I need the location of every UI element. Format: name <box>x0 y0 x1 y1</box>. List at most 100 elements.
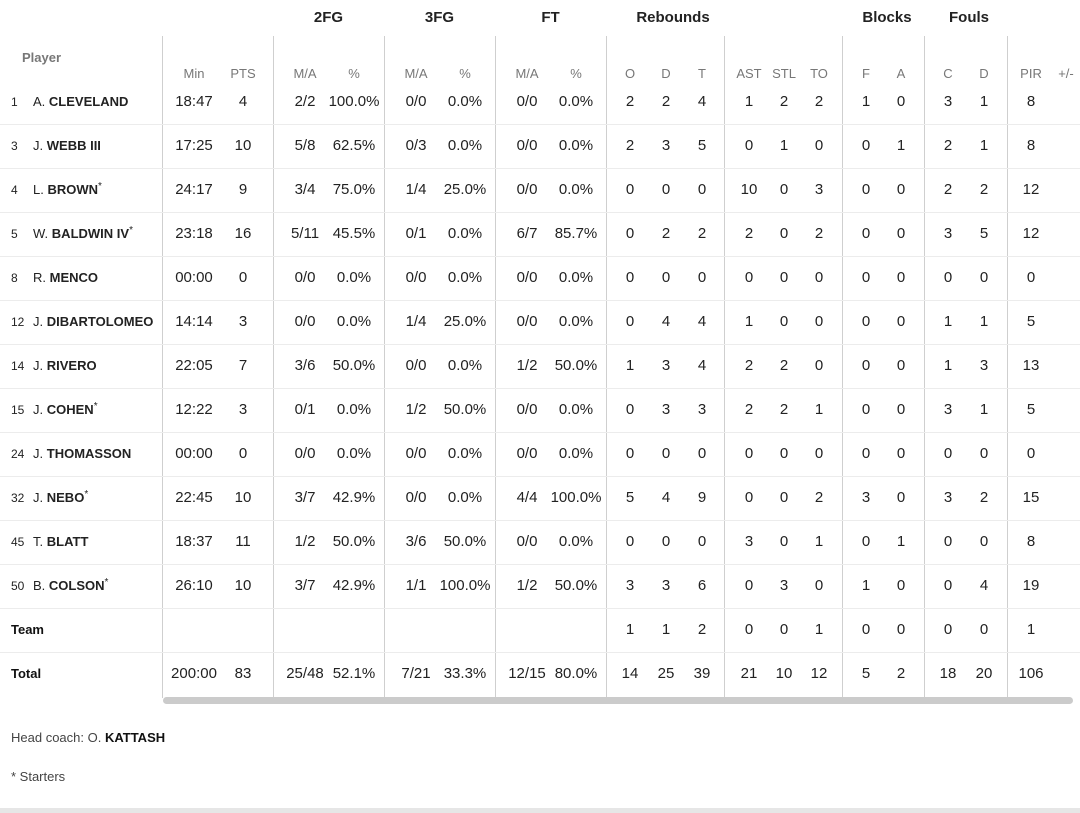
player-row[interactable]: 32 J. NEBO* 22:45 10 3/7 42.9% 0/0 0.0% 4/4 100.0… <box>0 476 1080 521</box>
stat-cell <box>1034 564 1080 608</box>
player-row[interactable]: 1 A. CLEVELAND 18:47 4 2/2 100.0% 0/0 0.0% 0/0 0.… <box>0 80 1080 125</box>
stat-cell <box>1034 476 1080 520</box>
column-header[interactable]: M/A <box>404 66 428 81</box>
player-row[interactable]: 24 J. THOMASSON 00:00 0 0/0 0.0% 0/0 0.0% 0/0 0.0… <box>0 432 1080 477</box>
column-header[interactable]: C <box>943 66 953 81</box>
stat-cell: 14:14 <box>175 313 213 330</box>
column-header[interactable]: M/A <box>293 66 317 81</box>
stat-cell: 1 <box>979 313 989 330</box>
stat-cell: 5/8 <box>294 137 316 154</box>
stat-cell: 0 <box>238 445 248 462</box>
player-name[interactable]: W. BALDWIN IV* <box>33 212 133 256</box>
stat-cell: 9 <box>238 181 248 198</box>
stat-cell: 85.7% <box>554 225 598 242</box>
player-name[interactable]: L. BROWN* <box>33 168 102 212</box>
player-row[interactable]: 3 J. WEBB III 17:25 10 5/8 62.5% 0/3 0.0% 0/0 0.0… <box>0 124 1080 169</box>
column-header[interactable]: Min <box>183 66 205 81</box>
stat-cell: 100.0% <box>328 93 380 110</box>
stat-cell: 0/0 <box>405 445 427 462</box>
group-header: Rebounds <box>636 9 710 26</box>
player-row[interactable]: 50 B. COLSON* 26:10 10 3/7 42.9% 1/1 100.0% 1/2 5… <box>0 564 1080 609</box>
stat-cell: 0 <box>697 445 707 462</box>
stat-cell: 3 <box>943 225 953 242</box>
player-row[interactable]: 45 T. BLATT 18:37 11 1/2 50.0% 3/6 50.0% 0/0 0.0%… <box>0 520 1080 565</box>
stat-cell: 33.3% <box>443 665 487 682</box>
player-name[interactable]: J. DIBARTOLOMEO <box>33 300 153 344</box>
stat-cell: 8 <box>1026 533 1036 550</box>
player-name[interactable]: A. CLEVELAND <box>33 80 128 124</box>
stat-cell: 3 <box>861 489 871 506</box>
stat-cell: 0.0% <box>558 181 594 198</box>
player-initial: J. <box>33 490 44 505</box>
stat-cell: 1 <box>625 357 635 374</box>
stat-cell: 18:47 <box>175 93 213 110</box>
group-header: 3FG <box>424 9 455 26</box>
column-header[interactable]: AST <box>736 66 762 81</box>
column-header[interactable]: A <box>896 66 906 81</box>
stat-cell: 0 <box>814 445 824 462</box>
head-coach-name: KATTASH <box>104 730 166 745</box>
player-row[interactable]: 15 J. COHEN* 12:22 3 0/1 0.0% 1/2 50.0% 0/0 0.0% 0… <box>0 388 1080 433</box>
player-row[interactable]: 8 R. MENCO 00:00 0 0/0 0.0% 0/0 0.0% 0/0 0.0% 0 0 0 0… <box>0 256 1080 301</box>
column-header[interactable]: PIR <box>1020 66 1042 81</box>
row-label: Team <box>11 622 44 637</box>
stat-cell: 0 <box>779 313 789 330</box>
stat-cell: 0 <box>896 225 906 242</box>
player-initial: W. <box>33 226 49 241</box>
stat-cell: 3 <box>943 93 953 110</box>
horizontal-scrollbar[interactable] <box>163 697 1073 704</box>
stat-cell: 0/0 <box>516 93 538 110</box>
column-header[interactable]: +/- <box>1058 66 1074 81</box>
player-row[interactable]: 5 W. BALDWIN IV* 23:18 16 5/11 45.5% 0/1 0.0% 6/… <box>0 212 1080 257</box>
player-row[interactable]: 4 L. BROWN* 24:17 9 3/4 75.0% 1/4 25.0% 0/0 0.0% 0… <box>0 168 1080 213</box>
stat-cell: 4 <box>697 357 707 374</box>
stat-cell: 15 <box>1022 489 1040 506</box>
stat-cell: 50.0% <box>332 533 376 550</box>
player-name[interactable]: R. MENCO <box>33 256 98 300</box>
stat-cell: 2 <box>661 225 671 242</box>
player-name[interactable]: B. COLSON* <box>33 564 108 608</box>
stat-cell: 12/15 <box>508 665 546 682</box>
jersey-number: 8 <box>11 271 18 285</box>
player-name[interactable]: J. THOMASSON <box>33 432 131 476</box>
player-name[interactable]: T. BLATT <box>33 520 88 564</box>
stat-cell: 1 <box>779 137 789 154</box>
column-header[interactable]: T <box>698 66 706 81</box>
group-header: 2FG <box>313 9 344 26</box>
player-name[interactable]: J. COHEN* <box>33 388 98 432</box>
column-header[interactable]: D <box>979 66 989 81</box>
column-header[interactable]: PTS <box>230 66 256 81</box>
stat-cell: 00:00 <box>175 269 213 286</box>
stat-cell: 3 <box>661 137 671 154</box>
player-surname: COLSON <box>48 578 105 593</box>
column-header[interactable]: % <box>348 66 360 81</box>
player-name[interactable]: J. WEBB III <box>33 124 101 168</box>
stat-cell: 7/21 <box>401 665 431 682</box>
player-surname: DIBARTOLOMEO <box>46 314 154 329</box>
stat-cell: 52.1% <box>332 665 376 682</box>
stat-cell: 0 <box>861 313 871 330</box>
stat-cell: 1 <box>861 577 871 594</box>
player-row[interactable]: 14 J. RIVERO 22:05 7 3/6 50.0% 0/0 0.0% 1/2 50.0%… <box>0 344 1080 389</box>
column-header[interactable]: M/A <box>515 66 539 81</box>
player-row[interactable]: 12 J. DIBARTOLOMEO 14:14 3 0/0 0.0% 1/4 25.0% 0/… <box>0 300 1080 345</box>
column-header[interactable]: % <box>459 66 471 81</box>
stat-cell: 25.0% <box>443 181 487 198</box>
stat-cell: 50.0% <box>443 533 487 550</box>
player-name[interactable]: J. NEBO* <box>33 476 88 520</box>
stat-cell <box>1034 124 1080 168</box>
stat-cell: 50.0% <box>443 401 487 418</box>
player-name[interactable]: J. RIVERO <box>33 344 97 388</box>
column-header[interactable]: O <box>624 66 636 81</box>
column-header[interactable]: F <box>862 66 870 81</box>
stat-cell: 0 <box>896 313 906 330</box>
stat-cell: 0/0 <box>516 533 538 550</box>
stat-cell: 3 <box>697 401 707 418</box>
stat-cell: 1 <box>979 137 989 154</box>
jersey-number: 24 <box>11 447 25 461</box>
column-header[interactable]: D <box>661 66 671 81</box>
column-header[interactable]: % <box>570 66 582 81</box>
column-header[interactable]: TO <box>810 66 828 81</box>
stat-cell: 0 <box>814 357 824 374</box>
column-header[interactable]: STL <box>772 66 796 81</box>
